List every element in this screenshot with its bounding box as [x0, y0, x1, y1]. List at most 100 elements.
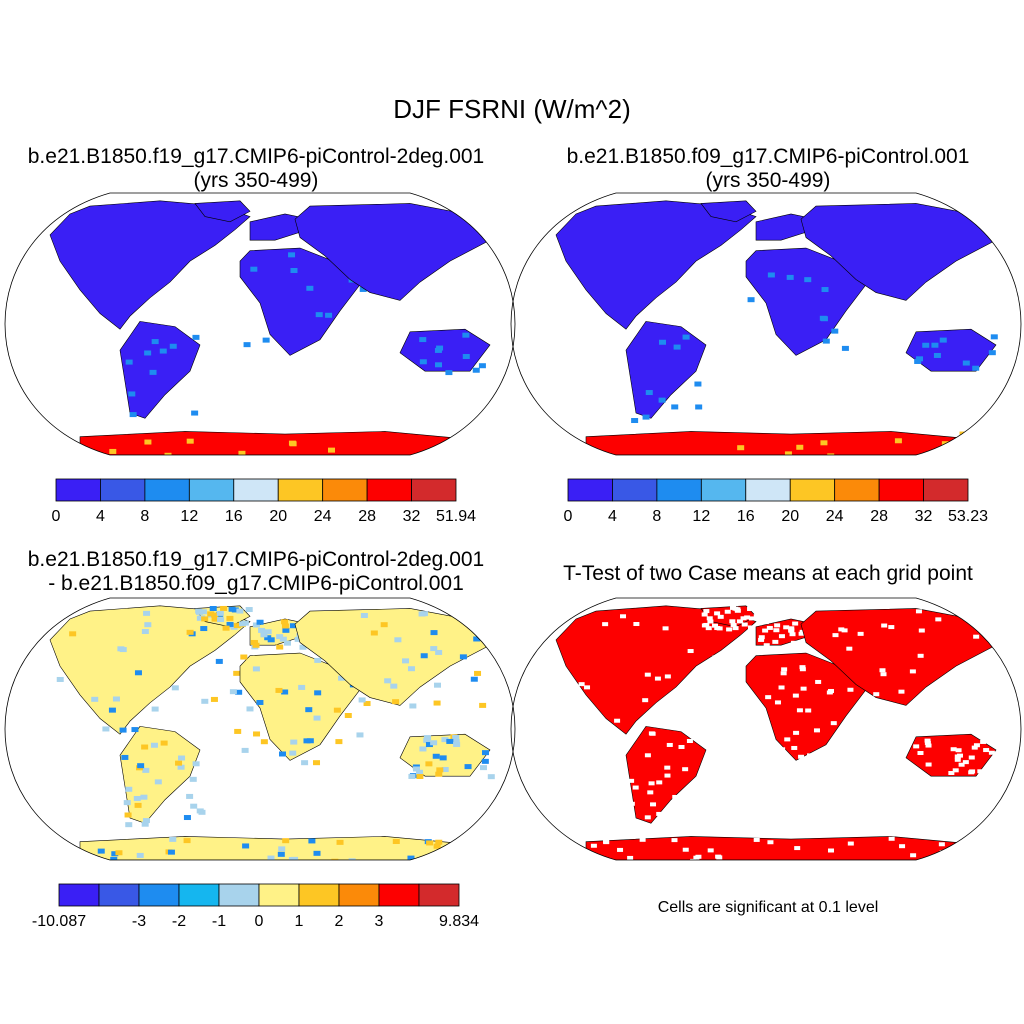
grid-cell: [210, 696, 218, 702]
grid-cell: [664, 674, 671, 679]
grid-cell: [91, 696, 99, 702]
grid-cell: [563, 683, 570, 688]
grid-cell: [666, 742, 673, 747]
grid-cell: [602, 622, 609, 627]
grid-cell: [358, 697, 366, 703]
grid-cell: [276, 644, 284, 650]
colorbar-swatch: [277, 478, 324, 502]
grid-cell: [648, 781, 655, 786]
colorbar-tick-label: 53.23: [948, 508, 988, 525]
map-ttest-boundary: [510, 597, 1022, 861]
grid-cell: [933, 352, 941, 358]
grid-cell: [788, 626, 795, 631]
grid-cell: [384, 678, 392, 684]
grid-cell: [245, 607, 253, 613]
grid-cell: [331, 858, 339, 860]
grid-cell: [111, 851, 119, 857]
grid-cell: [838, 627, 845, 632]
grid-cell: [435, 839, 443, 845]
grid-cell: [394, 637, 402, 643]
grid-cell: [473, 636, 481, 642]
grid-cell: [154, 779, 162, 785]
grid-cell: [246, 706, 254, 712]
grid-cell: [144, 622, 152, 628]
grid-cell: [478, 363, 486, 369]
grid-cell: [971, 745, 978, 750]
grid-cell: [671, 404, 679, 410]
grid-cell: [313, 715, 321, 721]
grid-cell: [682, 334, 690, 340]
colorbar-swatch: [923, 478, 969, 502]
grid-cell: [753, 837, 760, 842]
colorbar-swatch: [378, 883, 420, 907]
grid-cell: [413, 766, 421, 772]
grid-cell: [847, 841, 854, 846]
grid-cell: [703, 807, 710, 812]
colorbar-swatch: [144, 478, 190, 502]
grid-cell: [409, 703, 417, 709]
grid-cell: [791, 745, 798, 750]
grid-cell: [781, 667, 788, 672]
grid-cell: [260, 632, 268, 638]
grid-cell: [827, 688, 834, 693]
grid-cell: [360, 613, 368, 619]
colorbar-tick-label: 16: [737, 508, 755, 525]
grid-cell: [841, 628, 848, 633]
grid-cell: [631, 418, 639, 424]
grid-cell: [773, 628, 780, 633]
grid-cell: [954, 754, 961, 759]
grid-cell: [959, 431, 967, 437]
grid-cell: [201, 616, 209, 622]
grid-cell: [115, 850, 123, 856]
grid-cell: [988, 350, 996, 356]
grid-cell: [425, 761, 433, 767]
grid-cell: [673, 344, 681, 350]
grid-cell: [992, 735, 999, 740]
colorbar-tick-label: 32: [403, 508, 421, 525]
landmass-samerica: [625, 321, 707, 419]
grid-cell: [686, 738, 693, 743]
grid-cell: [151, 339, 159, 345]
grid-cell: [695, 404, 703, 410]
colorbar-tick-label: 12: [180, 508, 198, 525]
grid-cell: [426, 840, 434, 846]
grid-cell: [603, 840, 610, 845]
grid-cell: [472, 367, 480, 373]
grid-cell: [820, 440, 828, 446]
grid-cell: [418, 611, 426, 617]
grid-cell: [881, 623, 888, 628]
grid-cell: [924, 740, 931, 745]
grid-cell: [707, 619, 714, 624]
grid-cell: [327, 447, 335, 453]
grid-cell: [167, 849, 175, 855]
grid-cell: [898, 689, 905, 694]
grid-cell: [226, 621, 234, 627]
grid-cell: [290, 268, 298, 274]
grid-cell: [299, 644, 307, 650]
grid-cell: [710, 669, 717, 674]
grid-cell: [990, 613, 997, 618]
grid-cell: [758, 637, 765, 642]
grid-cell: [955, 682, 962, 687]
grid-cell: [186, 438, 194, 444]
grid-cell: [474, 670, 482, 676]
grid-cell: [783, 625, 790, 630]
grid-cell: [464, 764, 472, 770]
grid-cell: [774, 623, 781, 628]
grid-cell: [788, 628, 795, 633]
grid-cell: [732, 626, 739, 631]
grid-cell: [918, 628, 925, 633]
grid-cell: [209, 606, 217, 612]
grid-cell: [805, 708, 812, 713]
grid-cell: [430, 646, 438, 652]
grid-cell: [243, 342, 251, 348]
panel-title-ttest-line1: T-Test of two Case means at each grid po…: [563, 562, 973, 585]
grid-cell: [459, 654, 467, 660]
grid-cell: [973, 743, 980, 748]
grid-cell: [973, 634, 980, 639]
grid-cell: [423, 737, 431, 743]
grid-cell: [159, 348, 167, 354]
grid-cell: [841, 345, 849, 351]
colorbar-swatch: [298, 883, 340, 907]
grid-cell: [408, 773, 416, 779]
